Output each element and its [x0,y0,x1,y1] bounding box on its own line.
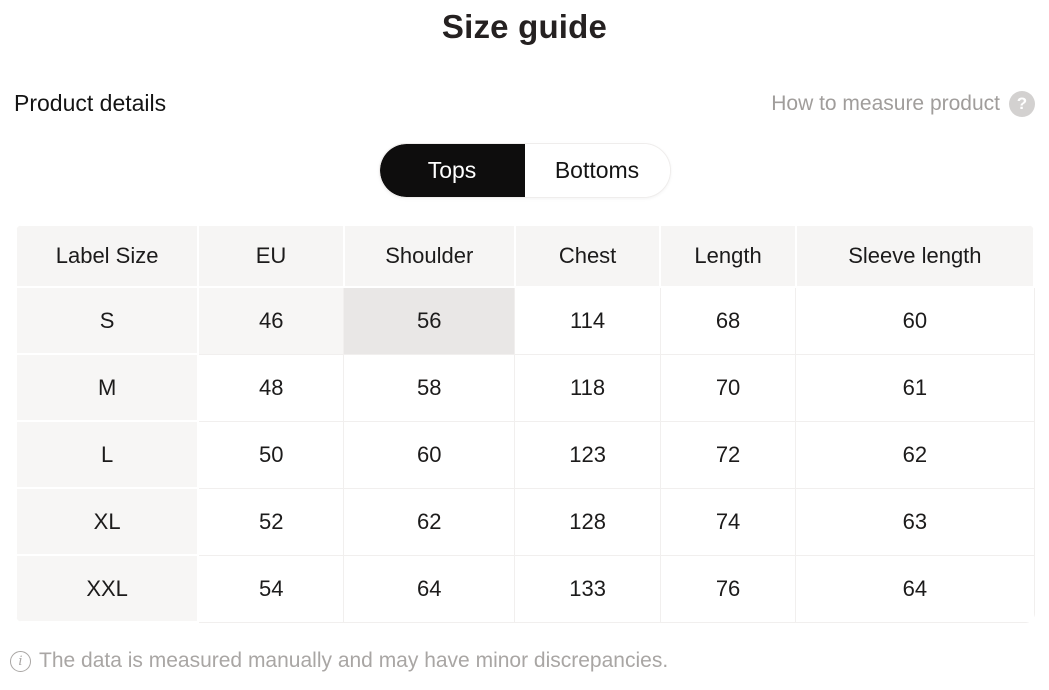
table-row-s: S 46 56 114 68 60 [15,286,1035,355]
table-cell: 54 [197,554,345,623]
col-header-chest: Chest [513,224,662,288]
page-title: Size guide [441,8,608,45]
details-header-row: Product details How to measure product ? [14,90,1035,117]
table-cell: 70 [659,353,797,422]
col-header-sleeve-length: Sleeve length [794,224,1035,288]
table-cell: 72 [659,420,797,489]
table-cell: 123 [514,420,661,489]
col-header-eu: EU [197,224,345,288]
table-row-l: L 50 60 123 72 62 [15,420,1035,489]
tab-tops[interactable]: Tops [379,144,525,197]
table-cell: 63 [795,487,1035,556]
size-label-cell: XXL [15,554,200,623]
table-cell: 58 [343,353,516,422]
table-cell: 48 [197,353,345,422]
size-table: Label Size EU Shoulder Chest Length Slee… [15,224,1035,623]
table-cell: 114 [514,286,661,355]
table-cell: 52 [197,487,345,556]
col-header-shoulder: Shoulder [342,224,516,288]
how-to-measure-label: How to measure product [771,91,1000,115]
table-cell-highlighted: 56 [343,286,516,355]
disclaimer-text: The data is measured manually and may ha… [39,649,669,672]
disclaimer-note: i The data is measured manually and may … [10,649,1039,673]
info-icon: i [10,650,31,672]
table-cell: 61 [795,353,1035,422]
table-cell: 128 [514,487,661,556]
size-label-cell: L [15,420,200,489]
size-label-cell: S [15,286,200,355]
table-cell: 46 [197,286,345,355]
table-cell: 64 [795,554,1035,623]
table-cell: 64 [343,554,516,623]
table-row-xl: XL 52 62 128 74 63 [15,487,1035,556]
tab-bottoms[interactable]: Bottoms [524,144,670,197]
how-to-measure-link[interactable]: How to measure product ? [771,90,1035,117]
table-cell: 68 [659,286,797,355]
table-cell: 50 [197,420,345,489]
table-row-m: M 48 58 118 70 61 [15,353,1035,422]
col-header-label-size: Label Size [15,224,200,288]
table-cell: 60 [343,420,516,489]
table-cell: 76 [659,554,797,623]
table-header-row: Label Size EU Shoulder Chest Length Slee… [15,224,1035,288]
col-header-length: Length [659,224,797,288]
size-label-cell: XL [15,487,200,556]
category-tabs: Tops Bottoms [378,143,671,198]
table-cell: 133 [514,554,661,623]
size-label-cell: M [15,353,200,422]
table-cell: 62 [343,487,516,556]
table-row-xxl: XXL 54 64 133 76 64 [15,554,1035,623]
table-cell: 60 [795,286,1035,355]
table-cell: 62 [795,420,1035,489]
product-details-label: Product details [14,90,167,116]
table-cell: 118 [514,353,661,422]
question-mark-icon[interactable]: ? [1009,90,1035,117]
table-cell: 74 [659,487,797,556]
